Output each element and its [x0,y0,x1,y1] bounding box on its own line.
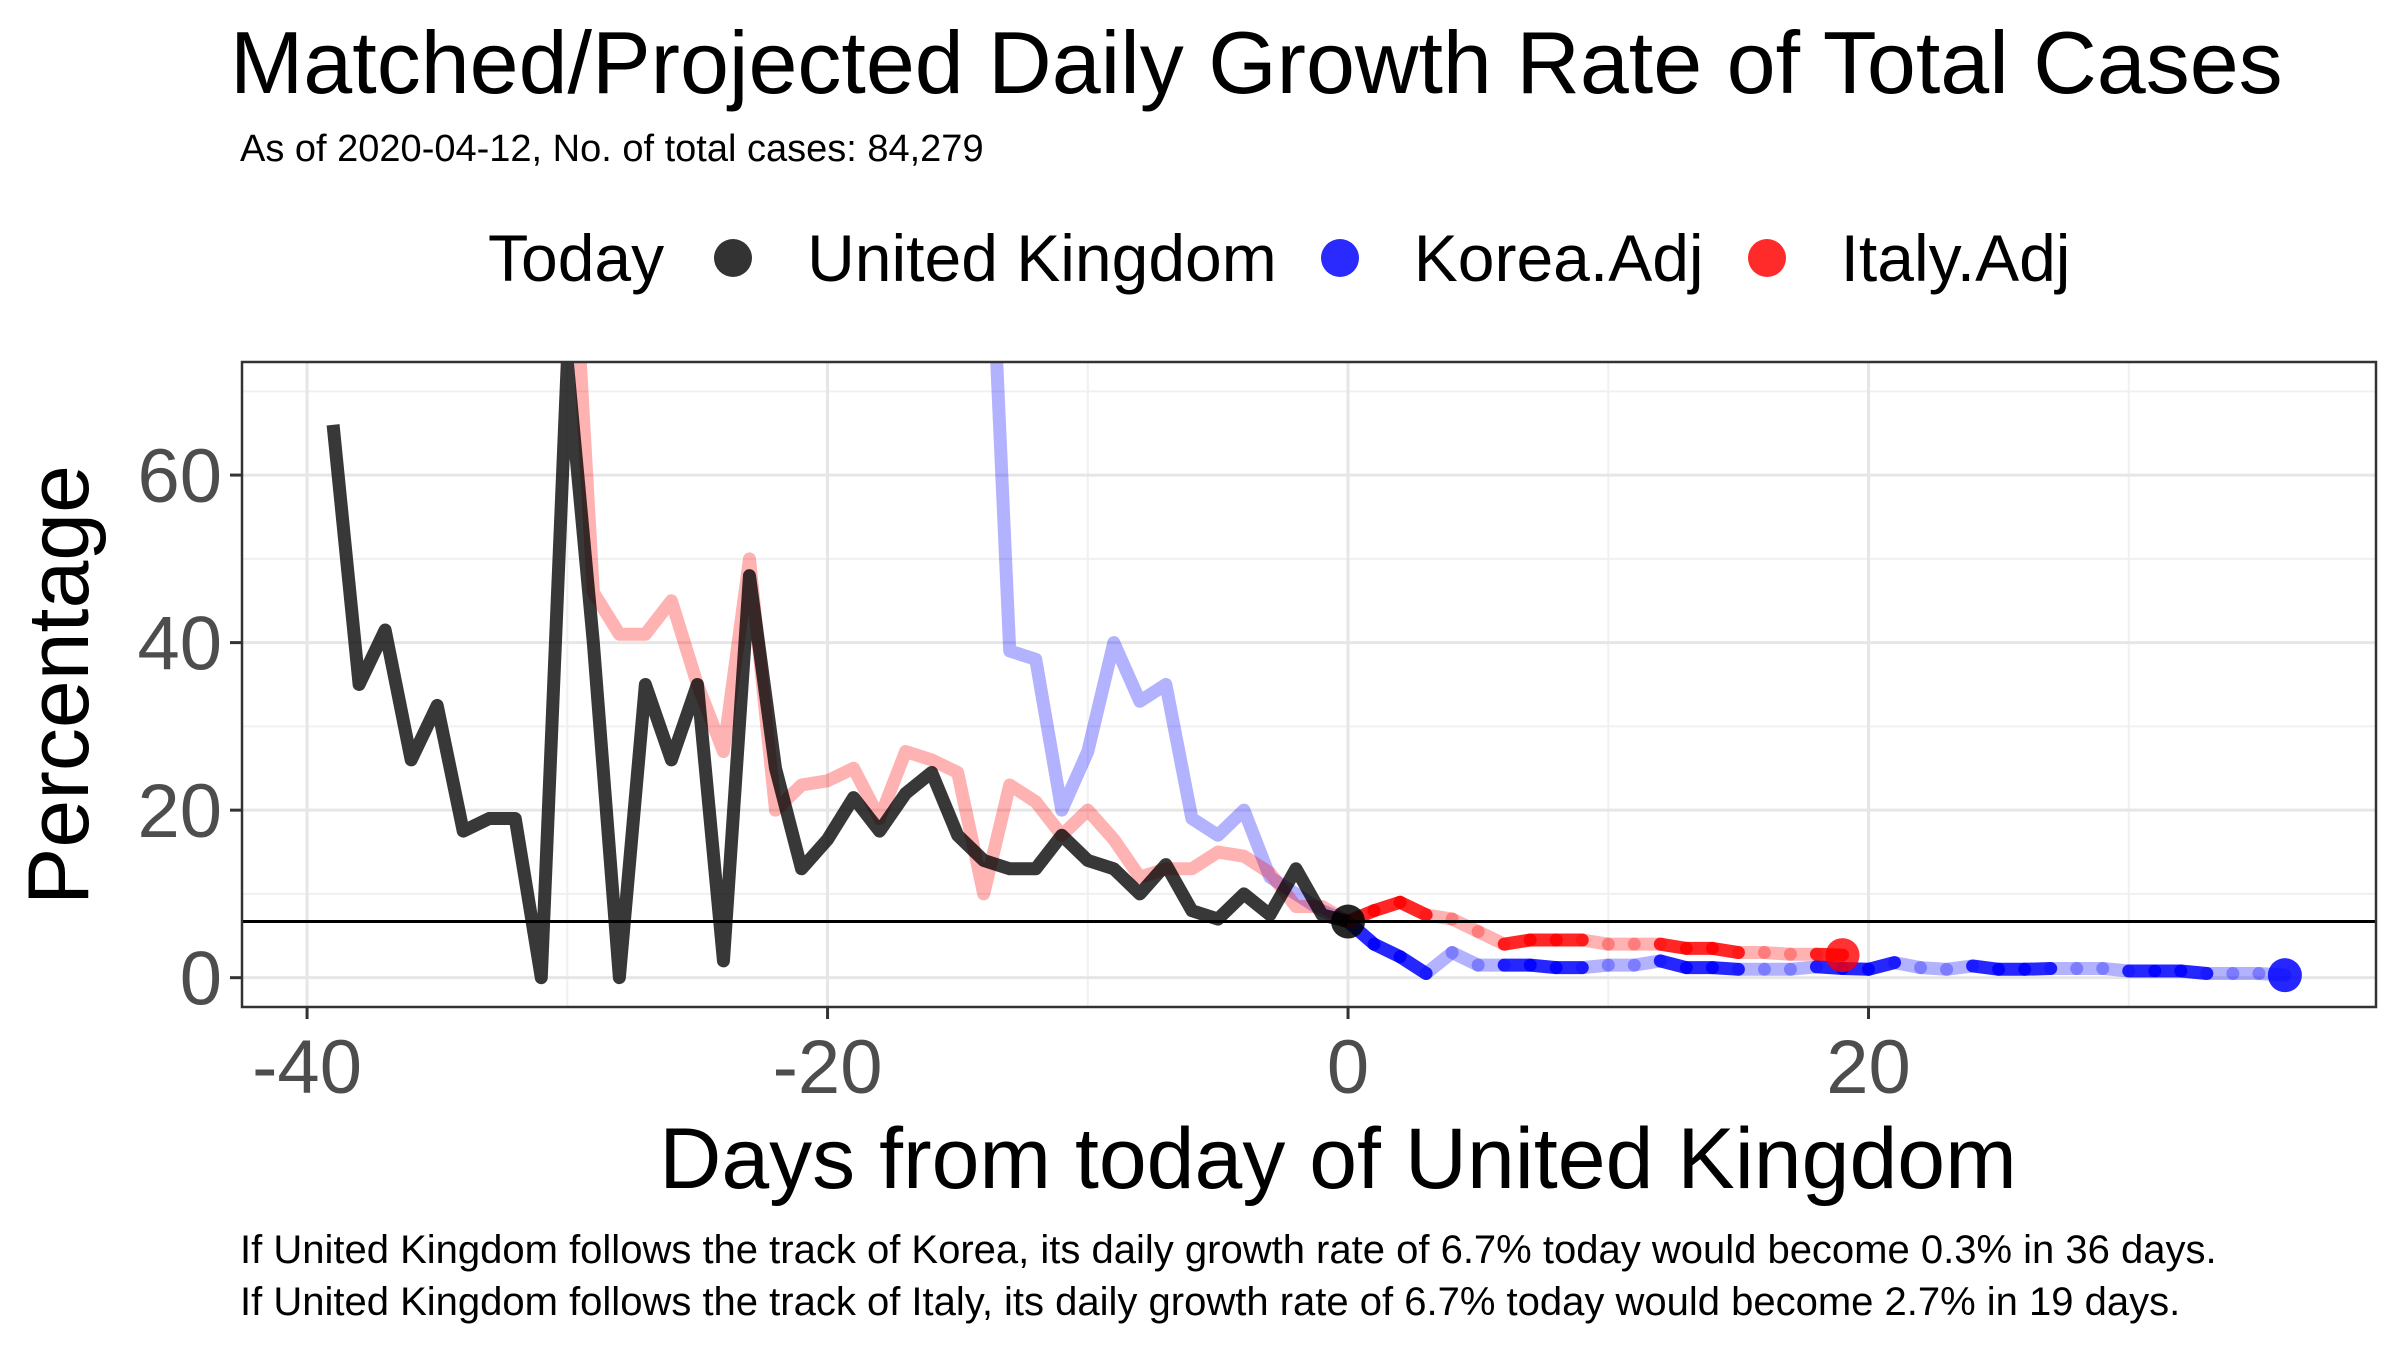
y-tick-label: 60 [137,434,222,519]
points-layer [1331,904,2302,993]
y-tick-label: 20 [137,769,222,854]
legend-title: Today [488,221,665,295]
series-projection-segment-korea-adj [2174,964,2214,980]
series-projection-segment-korea-adj [1393,950,1433,980]
series-projection-segment-korea-adj [1445,946,1485,972]
y-tick-label: 40 [137,602,222,687]
x-tick-label: -40 [252,1025,362,1110]
chart-subtitle: As of 2020-04-12, No. of total cases: 84… [240,128,984,170]
legend-swatch-united-kingdom [714,239,753,277]
series-projection-segment-italy-adj [1757,946,1797,961]
y-axis-label: Percentage [11,465,107,905]
axes: -40 -20 0 20 0 20 40 60 [137,434,1910,1110]
x-tick-label: 0 [1327,1025,1369,1110]
series-projection-segment-italy-adj [1393,895,1433,922]
series-projection-segment-korea-adj [1575,958,1615,975]
series-projection-segment-korea-adj [1419,946,1459,980]
x-tick-label: -20 [773,1025,883,1110]
legend-label-italy-adj: Italy.Adj [1840,221,2071,295]
series-line-united-kingdom [326,362,1350,985]
legend-swatch-korea-adj [1320,239,1359,277]
legend: Today United Kingdom Korea.Adj Italy.Adj [488,218,2114,298]
series-projection-segment-italy-adj [1705,941,1745,960]
x-tick-label: 20 [1826,1025,1911,1110]
series-projection-segment-korea-adj [2018,961,2058,976]
legend-item-italy-adj: Italy.Adj [1747,220,2071,296]
grid [242,362,2376,1007]
legend-label-korea-adj: Korea.Adj [1413,221,1704,295]
series-projection-segment-italy-adj [1419,908,1459,926]
united-kingdom-today-point [1331,904,1366,939]
series-projection-segment-korea-adj [1914,961,1954,976]
legend-label-united-kingdom: United Kingdom [807,221,1277,295]
footnote-korea: If United Kingdom follows the track of K… [240,1228,2217,1272]
series-projection-segment-korea-adj [1705,961,1745,976]
y-tick-label: 0 [180,937,222,1022]
series-projection-segment-korea-adj [1862,956,1902,976]
italy-adj-end-point [1825,938,1860,973]
plot-border [240,360,2378,1009]
legend-item-korea-adj: Korea.Adj [1320,220,1704,296]
series-projection-segment-italy-adj [1575,933,1615,951]
legend-item-united-kingdom: United Kingdom [714,220,1277,296]
korea-adj-end-point [2267,958,2302,993]
series-projection-segment-korea-adj [1888,956,1928,975]
series-layer [326,362,2292,985]
chart-title: Matched/Projected Daily Growth Rate of T… [230,13,2283,112]
legend-swatch-italy-adj [1747,239,1786,277]
x-axis-label: Days from today of United Kingdom [659,1111,2017,1207]
footnote-italy: If United Kingdom follows the track of I… [240,1280,2181,1324]
